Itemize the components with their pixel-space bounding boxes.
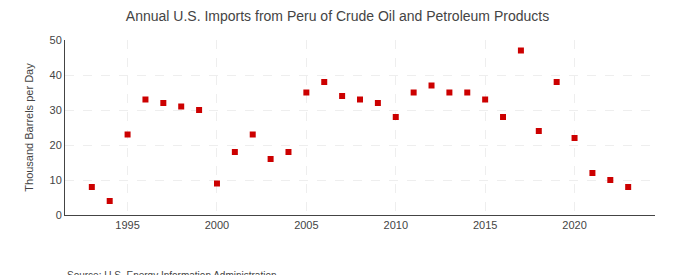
svg-text:20: 20	[50, 139, 62, 151]
svg-text:40: 40	[50, 69, 62, 81]
svg-text:2010: 2010	[384, 219, 408, 231]
svg-text:Thousand Barrels per Day: Thousand Barrels per Day	[23, 63, 35, 192]
svg-text:10: 10	[50, 174, 62, 186]
svg-text:0: 0	[56, 209, 62, 221]
svg-text:50: 50	[50, 34, 62, 46]
svg-text:1995: 1995	[115, 219, 139, 231]
svg-text:2005: 2005	[294, 219, 318, 231]
svg-text:Annual U.S. Imports from Peru: Annual U.S. Imports from Peru of Crude O…	[126, 8, 549, 24]
svg-text:2000: 2000	[205, 219, 229, 231]
svg-text:30: 30	[50, 104, 62, 116]
svg-text:2020: 2020	[562, 219, 586, 231]
svg-text:2015: 2015	[473, 219, 497, 231]
svg-text:Source: U.S. Energy Informatio: Source: U.S. Energy Information Administ…	[67, 270, 277, 275]
